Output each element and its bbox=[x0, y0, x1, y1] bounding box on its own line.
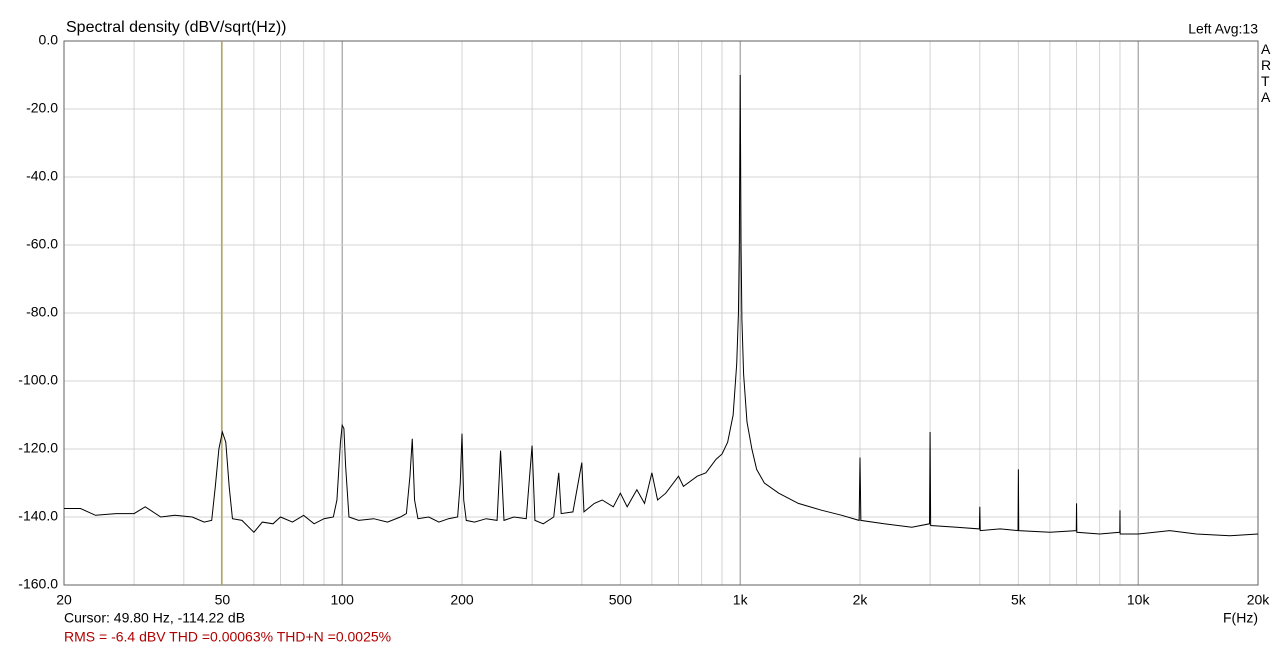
chart-title: Spectral density (dBV/sqrt(Hz)) bbox=[66, 19, 287, 36]
y-tick-label: -80.0 bbox=[26, 304, 58, 320]
cursor-readout: Cursor: 49.80 Hz, -114.22 dB bbox=[64, 610, 245, 626]
x-tick-label: 1k bbox=[733, 592, 749, 608]
plot-frame bbox=[63, 40, 1259, 586]
y-tick-label: -120.0 bbox=[18, 440, 58, 456]
y-tick-label: -140.0 bbox=[18, 508, 58, 524]
x-tick-label: 20 bbox=[56, 592, 72, 608]
y-tick-label: -100.0 bbox=[18, 372, 58, 388]
x-tick-label: 200 bbox=[450, 592, 474, 608]
x-tick-label: 10k bbox=[1127, 592, 1151, 608]
brand: ARTA bbox=[1261, 41, 1272, 105]
x-axis-label: F(Hz) bbox=[1223, 610, 1258, 626]
spectrum-line bbox=[64, 74, 1259, 537]
y-tick-label: -60.0 bbox=[26, 236, 58, 252]
y-tick-label: -160.0 bbox=[18, 576, 58, 592]
x-tick-label: 50 bbox=[215, 592, 231, 608]
x-tick-label: 2k bbox=[853, 592, 869, 608]
x-tick-label: 20k bbox=[1247, 592, 1271, 608]
y-tick-label: -40.0 bbox=[26, 168, 58, 184]
x-tick-label: 5k bbox=[1011, 592, 1027, 608]
y-tick-label: 0.0 bbox=[39, 32, 59, 48]
channel-info: Left Avg:13 bbox=[1188, 21, 1258, 37]
measurements: RMS = -6.4 dBV THD =0.00063% THD+N =0.00… bbox=[64, 629, 391, 645]
x-tick-label: 500 bbox=[609, 592, 633, 608]
y-tick-label: -20.0 bbox=[26, 100, 58, 116]
x-tick-label: 100 bbox=[331, 592, 355, 608]
